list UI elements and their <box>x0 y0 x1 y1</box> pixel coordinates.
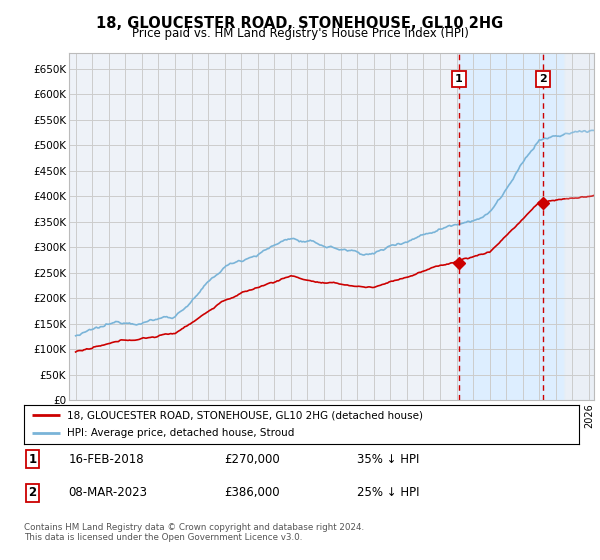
Text: This data is licensed under the Open Government Licence v3.0.: This data is licensed under the Open Gov… <box>24 533 302 542</box>
Bar <box>564 53 594 400</box>
Text: Price paid vs. HM Land Registry's House Price Index (HPI): Price paid vs. HM Land Registry's House … <box>131 27 469 40</box>
Text: 25% ↓ HPI: 25% ↓ HPI <box>357 486 419 499</box>
Bar <box>564 53 594 400</box>
Text: Contains HM Land Registry data © Crown copyright and database right 2024.: Contains HM Land Registry data © Crown c… <box>24 523 364 532</box>
Text: 08-MAR-2023: 08-MAR-2023 <box>68 486 148 499</box>
Text: 2: 2 <box>539 74 547 84</box>
Text: £270,000: £270,000 <box>224 453 280 466</box>
Text: HPI: Average price, detached house, Stroud: HPI: Average price, detached house, Stro… <box>67 428 295 438</box>
Bar <box>458 53 564 400</box>
Text: 1: 1 <box>455 74 463 84</box>
Text: 1: 1 <box>28 453 37 466</box>
Text: 18, GLOUCESTER ROAD, STONEHOUSE, GL10 2HG (detached house): 18, GLOUCESTER ROAD, STONEHOUSE, GL10 2H… <box>67 410 423 421</box>
Text: £386,000: £386,000 <box>224 486 280 499</box>
Text: 35% ↓ HPI: 35% ↓ HPI <box>357 453 419 466</box>
Text: 18, GLOUCESTER ROAD, STONEHOUSE, GL10 2HG: 18, GLOUCESTER ROAD, STONEHOUSE, GL10 2H… <box>97 16 503 31</box>
Text: 2: 2 <box>28 486 37 499</box>
Text: 16-FEB-2018: 16-FEB-2018 <box>68 453 144 466</box>
